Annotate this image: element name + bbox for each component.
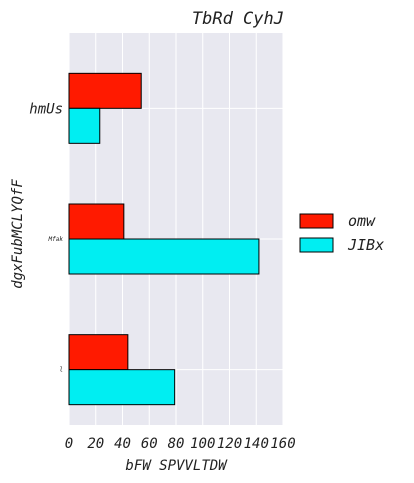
- y-tick-label: hmUs: [29, 101, 63, 117]
- bar-jibx-l: [68, 369, 176, 406]
- x-tick-label: 20: [87, 436, 104, 452]
- x-tick-label: 40: [114, 436, 131, 452]
- bar-omw-mfak: [68, 203, 125, 240]
- y-tick-labels: hmUs Mfak l: [29, 101, 63, 373]
- bars: [68, 72, 260, 406]
- x-tick-label: 80: [168, 436, 185, 452]
- bar-omw-hmus: [68, 72, 142, 109]
- y-tick-label: l: [59, 367, 63, 374]
- y-axis-label: dgxFubMCLYQfF: [10, 179, 26, 289]
- x-tick-label: 140: [244, 436, 269, 452]
- legend-label: JIBx: [347, 236, 384, 254]
- legend: omw JIBx: [299, 212, 384, 254]
- x-tick-label: 60: [141, 436, 158, 452]
- legend-label: omw: [348, 212, 376, 230]
- y-tick-label: Mfak: [48, 236, 64, 243]
- x-axis-label: bFW SPVVLTDW: [125, 458, 228, 474]
- x-tick-labels: 0 20 40 60 80 100 120 140 160: [65, 436, 296, 452]
- x-tick-label: 0: [65, 436, 73, 452]
- bar-jibx-mfak: [68, 238, 260, 275]
- x-tick-label: 120: [217, 436, 242, 452]
- legend-swatch: [299, 213, 334, 229]
- bar-omw-l: [68, 334, 129, 371]
- legend-swatch: [299, 237, 334, 253]
- bar-jibx-hmus: [68, 107, 101, 144]
- x-tick-label: 100: [190, 436, 215, 452]
- x-tick-label: 160: [270, 436, 295, 452]
- chart-title: TbRd CyhJ: [192, 9, 284, 29]
